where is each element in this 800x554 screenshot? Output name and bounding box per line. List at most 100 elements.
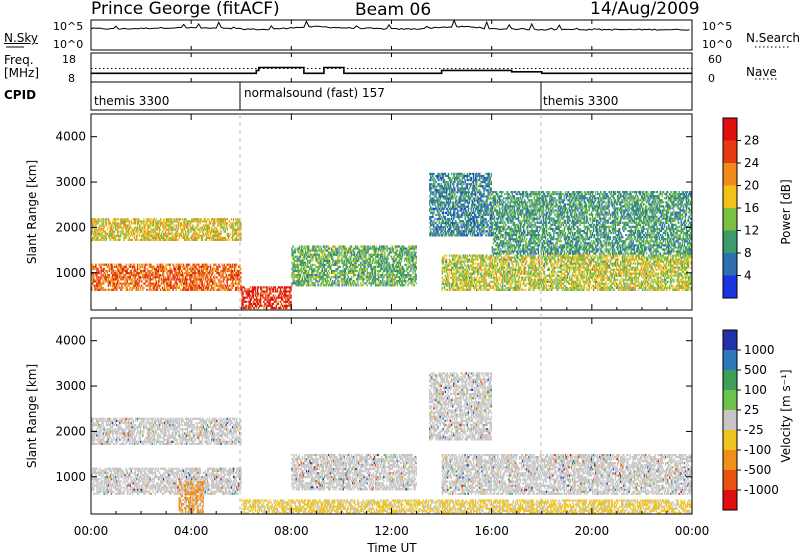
heatmap-cell-power <box>141 237 142 239</box>
heatmap-cell-power <box>206 220 207 222</box>
heatmap-cell-power <box>175 276 176 278</box>
heatmap-cell-power <box>211 239 212 241</box>
heatmap-cell-power <box>389 276 390 278</box>
heatmap-cell-power <box>92 283 93 285</box>
heatmap-cell-power <box>437 232 438 234</box>
heatmap-cell-power <box>204 283 205 285</box>
heatmap-cell-power <box>146 268 147 270</box>
heatmap-cell-power <box>289 305 290 307</box>
heatmap-cell-power <box>213 283 214 285</box>
heatmap-cell-power <box>201 287 202 289</box>
heatmap-cell-power <box>338 282 339 284</box>
heatmap-cell-power <box>392 282 393 284</box>
heatmap-cell-power <box>268 286 269 288</box>
heatmap-cell-power <box>386 245 387 247</box>
heatmap-cell-power <box>407 276 408 278</box>
heatmap-cell-power <box>407 284 408 286</box>
heatmap-cell-power <box>258 293 259 295</box>
heatmap-cell-power <box>113 270 114 272</box>
heatmap-cell-power <box>181 233 182 235</box>
heatmap-cell-power <box>252 305 253 307</box>
heatmap-cell-power <box>320 274 321 276</box>
heatmap-cell-power <box>291 284 292 286</box>
heatmap-cell-power <box>141 220 142 222</box>
heatmap-cell-power <box>443 232 444 234</box>
heatmap-cell-power <box>337 278 338 280</box>
heatmap-cell-power <box>214 287 215 289</box>
heatmap-cell-power <box>310 284 311 286</box>
heatmap-cell-power <box>157 239 158 241</box>
heatmap-cell-power <box>187 283 188 285</box>
heatmap-cell-power <box>163 224 164 226</box>
heatmap-cell-power <box>135 276 136 278</box>
heatmap-cell-power <box>293 272 294 274</box>
heatmap-cell-power <box>201 229 202 231</box>
heatmap-cell-power <box>146 264 147 266</box>
heatmap-cell-power <box>396 258 397 260</box>
heatmap-cell-power <box>116 266 117 268</box>
heatmap-cell-power <box>239 270 240 272</box>
heatmap-cell-power <box>149 227 150 229</box>
heatmap-cell-power <box>319 256 320 258</box>
heatmap-cell-power <box>170 233 171 235</box>
heatmap-cell-power <box>299 248 300 250</box>
heatmap-cell-power <box>361 254 362 256</box>
heatmap-cell-power <box>253 293 254 295</box>
heatmap-cell-power <box>312 276 313 278</box>
heatmap-cell-power <box>188 237 189 239</box>
heatmap-cell-power <box>304 245 305 247</box>
heatmap-cell-power <box>237 276 238 278</box>
heatmap-cell-power <box>143 272 144 274</box>
heatmap-cell-power <box>260 297 261 299</box>
heatmap-cell-power <box>258 303 259 305</box>
heatmap-cell-power <box>391 256 392 258</box>
heatmap-cell-power <box>200 220 201 222</box>
heatmap-cell-power <box>106 239 107 241</box>
heatmap-cell-power <box>148 274 149 276</box>
heatmap-cell-power <box>137 270 138 272</box>
heatmap-cell-power <box>396 252 397 254</box>
heatmap-cell-power <box>181 283 182 285</box>
heatmap-cell-power <box>407 254 408 256</box>
heatmap-cell-power <box>332 262 333 264</box>
heatmap-cell-power <box>219 235 220 237</box>
heatmap-cell-power <box>144 270 145 272</box>
heatmap-cell-power <box>407 280 408 282</box>
heatmap-cell-power <box>321 248 322 250</box>
heatmap-cell-power <box>434 204 435 206</box>
heatmap-cell-power <box>165 266 166 268</box>
heatmap-cell-power <box>391 252 392 254</box>
heatmap-cell-power <box>407 268 408 270</box>
heatmap-cell-power <box>159 276 160 278</box>
heatmap-cell-power <box>319 254 320 256</box>
heatmap-cell-power <box>387 272 388 274</box>
heatmap-cell-power <box>214 220 215 222</box>
heatmap-cell-power <box>435 181 436 183</box>
heatmap-cell-power <box>129 237 130 239</box>
heatmap-cell-power <box>141 280 142 282</box>
heatmap-cell-power <box>365 282 366 284</box>
heatmap-cell-power <box>253 297 254 299</box>
heatmap-cell-power <box>437 202 438 204</box>
heatmap-cell-power <box>107 233 108 235</box>
heatmap-cell-power <box>95 289 96 291</box>
heatmap-cell-power <box>106 222 107 224</box>
heatmap-cell-power <box>266 288 267 290</box>
heatmap-cell-power <box>314 270 315 272</box>
heatmap-cell-power <box>312 258 313 260</box>
heatmap-cell-power <box>264 293 265 295</box>
heatmap-cell-power <box>208 278 209 280</box>
heatmap-cell-power <box>144 229 145 231</box>
heatmap-cell-power <box>170 268 171 270</box>
heatmap-cell-power <box>160 229 161 231</box>
heatmap-cell-power <box>334 282 335 284</box>
heatmap-cell-power <box>101 278 102 280</box>
heatmap-cell-power <box>442 185 443 187</box>
heatmap-cell-power <box>402 252 403 254</box>
heatmap-cell-power <box>397 250 398 252</box>
heatmap-cell-power <box>225 272 226 274</box>
heatmap-cell-power <box>115 218 116 220</box>
heatmap-cell-power <box>129 289 130 291</box>
heatmap-cell-power <box>106 264 107 266</box>
heatmap-cell-power <box>293 280 294 282</box>
